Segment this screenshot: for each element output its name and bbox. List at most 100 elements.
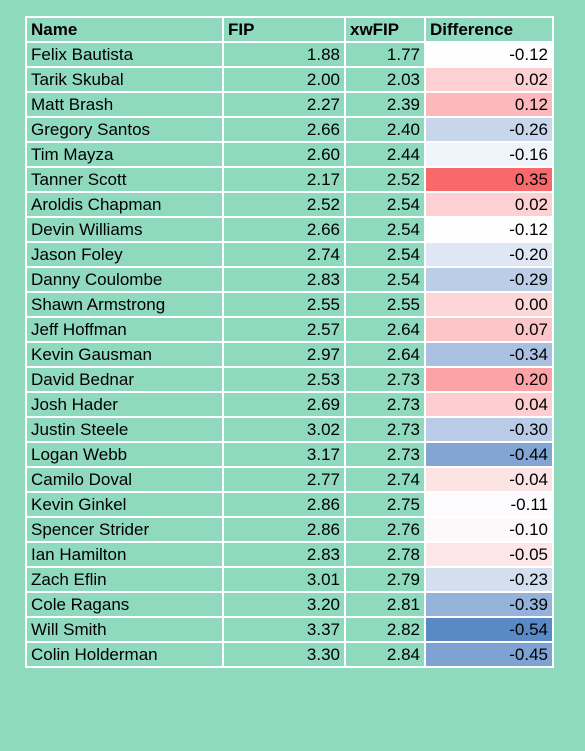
difference-cell: 0.04 bbox=[424, 391, 554, 418]
table-row: Gregory Santos 2.66 2.40 -0.26 bbox=[25, 116, 554, 143]
xwfip-cell: 2.78 bbox=[344, 541, 426, 568]
xwfip-cell: 2.40 bbox=[344, 116, 426, 143]
table-body: Felix Bautista 1.88 1.77 -0.12 Tarik Skubal 2… bbox=[25, 41, 554, 668]
player-name-cell: Justin Steele bbox=[25, 416, 224, 443]
player-name-cell: Ian Hamilton bbox=[25, 541, 224, 568]
header-name: Name bbox=[25, 16, 224, 43]
xwfip-cell: 2.79 bbox=[344, 566, 426, 593]
table-row: Danny Coulombe 2.83 2.54 -0.29 bbox=[25, 266, 554, 293]
player-name-cell: Jeff Hoffman bbox=[25, 316, 224, 343]
table-row: Felix Bautista 1.88 1.77 -0.12 bbox=[25, 41, 554, 68]
difference-cell: -0.04 bbox=[424, 466, 554, 493]
table-row: Jeff Hoffman 2.57 2.64 0.07 bbox=[25, 316, 554, 343]
fip-cell: 3.17 bbox=[222, 441, 346, 468]
xwfip-cell: 1.77 bbox=[344, 41, 426, 68]
xwfip-cell: 2.54 bbox=[344, 266, 426, 293]
fip-cell: 3.02 bbox=[222, 416, 346, 443]
table-row: Devin Williams 2.66 2.54 -0.12 bbox=[25, 216, 554, 243]
difference-cell: -0.30 bbox=[424, 416, 554, 443]
difference-cell: -0.29 bbox=[424, 266, 554, 293]
player-name-cell: Tim Mayza bbox=[25, 141, 224, 168]
xwfip-cell: 2.75 bbox=[344, 491, 426, 518]
player-name-cell: Cole Ragans bbox=[25, 591, 224, 618]
player-name-cell: Zach Eflin bbox=[25, 566, 224, 593]
xwfip-cell: 2.39 bbox=[344, 91, 426, 118]
difference-cell: 0.02 bbox=[424, 66, 554, 93]
difference-cell: -0.16 bbox=[424, 141, 554, 168]
fip-cell: 2.52 bbox=[222, 191, 346, 218]
table-row: Cole Ragans 3.20 2.81 -0.39 bbox=[25, 591, 554, 618]
xwfip-cell: 2.73 bbox=[344, 441, 426, 468]
player-name-cell: Will Smith bbox=[25, 616, 224, 643]
table-row: Camilo Doval 2.77 2.74 -0.04 bbox=[25, 466, 554, 493]
table-row: Kevin Gausman 2.97 2.64 -0.34 bbox=[25, 341, 554, 368]
fip-cell: 2.66 bbox=[222, 216, 346, 243]
player-name-cell: Danny Coulombe bbox=[25, 266, 224, 293]
difference-cell: -0.26 bbox=[424, 116, 554, 143]
table-row: Kevin Ginkel 2.86 2.75 -0.11 bbox=[25, 491, 554, 518]
table-row: Colin Holderman 3.30 2.84 -0.45 bbox=[25, 641, 554, 668]
difference-cell: -0.45 bbox=[424, 641, 554, 668]
table-row: Justin Steele 3.02 2.73 -0.30 bbox=[25, 416, 554, 443]
fip-cell: 2.83 bbox=[222, 266, 346, 293]
difference-cell: 0.00 bbox=[424, 291, 554, 318]
fip-cell: 2.86 bbox=[222, 516, 346, 543]
difference-cell: 0.07 bbox=[424, 316, 554, 343]
table-row: Shawn Armstrong 2.55 2.55 0.00 bbox=[25, 291, 554, 318]
player-name-cell: Kevin Gausman bbox=[25, 341, 224, 368]
difference-cell: -0.23 bbox=[424, 566, 554, 593]
table-row: Aroldis Chapman 2.52 2.54 0.02 bbox=[25, 191, 554, 218]
table-row: Ian Hamilton 2.83 2.78 -0.05 bbox=[25, 541, 554, 568]
fip-cell: 1.88 bbox=[222, 41, 346, 68]
fip-cell: 2.53 bbox=[222, 366, 346, 393]
difference-cell: -0.12 bbox=[424, 41, 554, 68]
player-name-cell: Kevin Ginkel bbox=[25, 491, 224, 518]
difference-cell: 0.02 bbox=[424, 191, 554, 218]
player-name-cell: Aroldis Chapman bbox=[25, 191, 224, 218]
fip-cell: 3.01 bbox=[222, 566, 346, 593]
table-row: Zach Eflin 3.01 2.79 -0.23 bbox=[25, 566, 554, 593]
player-name-cell: Tanner Scott bbox=[25, 166, 224, 193]
header-fip: FIP bbox=[222, 16, 346, 43]
header-difference: Difference bbox=[424, 16, 554, 43]
table-row: Tarik Skubal 2.00 2.03 0.02 bbox=[25, 66, 554, 93]
fip-cell: 2.86 bbox=[222, 491, 346, 518]
player-name-cell: David Bednar bbox=[25, 366, 224, 393]
fip-cell: 2.57 bbox=[222, 316, 346, 343]
xwfip-cell: 2.55 bbox=[344, 291, 426, 318]
fip-cell: 2.69 bbox=[222, 391, 346, 418]
xwfip-cell: 2.82 bbox=[344, 616, 426, 643]
xwfip-cell: 2.54 bbox=[344, 216, 426, 243]
table-row: Josh Hader 2.69 2.73 0.04 bbox=[25, 391, 554, 418]
fip-cell: 3.37 bbox=[222, 616, 346, 643]
fip-cell: 2.83 bbox=[222, 541, 346, 568]
xwfip-cell: 2.73 bbox=[344, 366, 426, 393]
player-name-cell: Felix Bautista bbox=[25, 41, 224, 68]
table-row: David Bednar 2.53 2.73 0.20 bbox=[25, 366, 554, 393]
header-row: Name FIP xwFIP Difference bbox=[25, 16, 554, 43]
xwfip-cell: 2.81 bbox=[344, 591, 426, 618]
xwfip-cell: 2.64 bbox=[344, 341, 426, 368]
xwfip-cell: 2.73 bbox=[344, 416, 426, 443]
difference-cell: -0.34 bbox=[424, 341, 554, 368]
fip-cell: 3.30 bbox=[222, 641, 346, 668]
fip-cell: 2.55 bbox=[222, 291, 346, 318]
xwfip-cell: 2.76 bbox=[344, 516, 426, 543]
player-name-cell: Camilo Doval bbox=[25, 466, 224, 493]
xwfip-cell: 2.54 bbox=[344, 241, 426, 268]
fip-cell: 2.74 bbox=[222, 241, 346, 268]
fip-cell: 2.27 bbox=[222, 91, 346, 118]
table-row: Logan Webb 3.17 2.73 -0.44 bbox=[25, 441, 554, 468]
difference-cell: -0.44 bbox=[424, 441, 554, 468]
xwfip-cell: 2.54 bbox=[344, 191, 426, 218]
fip-cell: 2.00 bbox=[222, 66, 346, 93]
table-row: Tim Mayza 2.60 2.44 -0.16 bbox=[25, 141, 554, 168]
table-row: Jason Foley 2.74 2.54 -0.20 bbox=[25, 241, 554, 268]
player-name-cell: Logan Webb bbox=[25, 441, 224, 468]
difference-cell: -0.20 bbox=[424, 241, 554, 268]
fip-cell: 2.77 bbox=[222, 466, 346, 493]
table-row: Spencer Strider 2.86 2.76 -0.10 bbox=[25, 516, 554, 543]
fip-cell: 2.60 bbox=[222, 141, 346, 168]
xwfip-cell: 2.44 bbox=[344, 141, 426, 168]
difference-cell: -0.54 bbox=[424, 616, 554, 643]
